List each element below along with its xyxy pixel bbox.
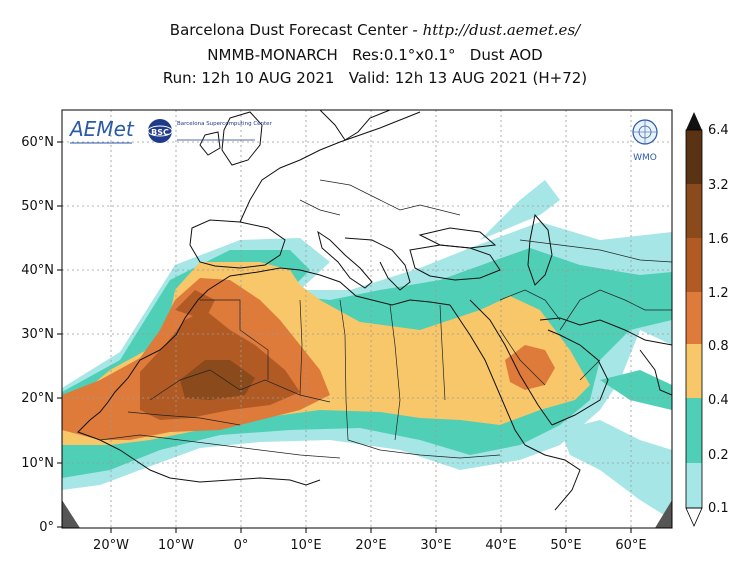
- no-data-corner-right: [655, 500, 672, 528]
- colorbar-segment: [686, 130, 702, 184]
- svg-text:WMO: WMO: [633, 153, 657, 163]
- colorbar-segment: [686, 463, 702, 508]
- dust-field: [62, 180, 672, 520]
- colorbar-extend-top: [686, 112, 702, 130]
- lon-axis: 20°W 10°W 0° 10°E 20°E 30°E 40°E 50°E 60…: [93, 528, 647, 553]
- lat-label: 20°N: [21, 391, 54, 406]
- lat-axis: 0° 10°N 20°N 30°N 40°N 50°N 60°N: [21, 135, 62, 535]
- lon-label: 10°W: [158, 538, 194, 553]
- colorbar-tick: 1.2: [708, 286, 729, 301]
- lon-label: 30°E: [420, 538, 451, 553]
- lat-label: 50°N: [21, 199, 54, 214]
- lon-label: 0°: [234, 538, 249, 553]
- graticule: [62, 110, 672, 528]
- colorbar-segment: [686, 238, 702, 292]
- colorbar-segment: [686, 184, 702, 238]
- wmo-logo: WMO: [632, 119, 658, 163]
- lat-label: 10°N: [21, 456, 54, 471]
- colorbar-tick: 3.2: [708, 178, 729, 193]
- bsc-logo: BSC Barcelona Supercomputing Center: [147, 119, 273, 143]
- lat-label: 40°N: [21, 263, 54, 278]
- lon-label: 40°E: [485, 538, 516, 553]
- lat-label: 0°: [39, 520, 54, 535]
- dust-level-0-2-east: [600, 370, 672, 410]
- no-data-corner-left: [62, 500, 80, 528]
- source-url: http://dust.aemet.es/: [422, 21, 581, 39]
- colorbar-segment: [686, 398, 702, 463]
- coastlines: [77, 110, 672, 511]
- dust-level-1-6: [180, 360, 255, 400]
- aemet-logo: AEMet: [68, 117, 135, 144]
- colorbar-tick: 0.2: [708, 448, 729, 463]
- lon-label: 10°E: [290, 538, 321, 553]
- map-subtitle-model: NMMB-MONARCH Res:0.1°x0.1° Dust AOD: [207, 46, 543, 64]
- dust-level-0-1-north: [480, 180, 560, 240]
- colorbar-tick: 0.4: [708, 393, 729, 408]
- lon-label: 60°E: [615, 538, 646, 553]
- lon-label: 20°W: [93, 538, 129, 553]
- svg-text:Barcelona Supercomputing Cente: Barcelona Supercomputing Center: [177, 121, 273, 127]
- colorbar: 0.1 0.2 0.4 0.8 1.2 1.6 3.2 6.4: [685, 112, 729, 527]
- lon-label: 20°E: [355, 538, 386, 553]
- lon-label: 50°E: [550, 538, 581, 553]
- colorbar-tick: 1.6: [708, 232, 729, 247]
- colorbar-tick: 6.4: [708, 123, 729, 138]
- colorbar-extend-bottom: [685, 507, 703, 527]
- colorbar-segment: [686, 292, 702, 344]
- colorbar-tick: 0.8: [708, 339, 729, 354]
- dust-level-0-1-east: [560, 420, 672, 520]
- map-subtitle-run: Run: 12h 10 AUG 2021 Valid: 12h 13 AUG 2…: [162, 69, 588, 87]
- map-title: Barcelona Dust Forecast Center - http://…: [169, 21, 581, 39]
- country-borders: [99, 179, 672, 459]
- colorbar-tick: 0.1: [708, 501, 729, 516]
- lat-label: 30°N: [21, 327, 54, 342]
- lat-label: 60°N: [21, 135, 54, 150]
- colorbar-segment: [686, 344, 702, 398]
- svg-text:AEMet: AEMet: [68, 117, 135, 141]
- svg-text:BSC: BSC: [151, 128, 169, 137]
- map-frame: [61, 109, 673, 529]
